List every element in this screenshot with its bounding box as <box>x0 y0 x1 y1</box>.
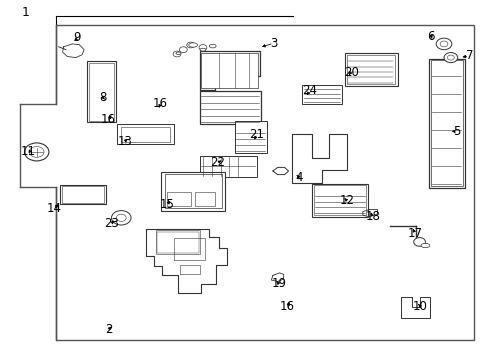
Bar <box>117 124 173 144</box>
Text: 3: 3 <box>269 37 277 50</box>
Circle shape <box>443 53 457 63</box>
Text: 5: 5 <box>452 125 460 138</box>
Circle shape <box>439 41 447 47</box>
Text: 9: 9 <box>73 31 81 44</box>
Ellipse shape <box>188 43 197 47</box>
Bar <box>302 85 342 104</box>
Text: 18: 18 <box>365 210 379 223</box>
Circle shape <box>179 47 187 53</box>
Circle shape <box>199 45 206 50</box>
Bar <box>199 91 260 124</box>
Bar <box>313 185 366 215</box>
Bar <box>346 55 394 84</box>
Bar <box>199 156 257 177</box>
Bar <box>87 61 116 122</box>
Text: 22: 22 <box>210 156 224 169</box>
Text: 16: 16 <box>101 113 116 126</box>
Bar <box>56 25 473 340</box>
Circle shape <box>435 38 451 50</box>
Bar <box>194 192 215 206</box>
Circle shape <box>29 147 44 157</box>
Text: 19: 19 <box>271 277 285 290</box>
Circle shape <box>413 238 425 246</box>
Bar <box>121 127 169 142</box>
Circle shape <box>116 214 126 221</box>
Ellipse shape <box>420 243 429 248</box>
Text: 23: 23 <box>104 217 119 230</box>
Circle shape <box>186 42 194 48</box>
Text: 10: 10 <box>412 300 427 313</box>
Text: 6: 6 <box>427 30 434 42</box>
Ellipse shape <box>176 52 181 55</box>
Bar <box>167 192 190 206</box>
Text: 7: 7 <box>465 49 472 62</box>
Bar <box>311 184 367 217</box>
Text: 21: 21 <box>249 129 264 141</box>
Text: 4: 4 <box>295 171 303 184</box>
Text: 2: 2 <box>104 323 112 336</box>
Bar <box>428 59 464 188</box>
Bar <box>61 186 104 203</box>
Bar <box>344 53 397 86</box>
Ellipse shape <box>209 44 216 48</box>
Circle shape <box>111 211 131 225</box>
Bar <box>0 104 61 187</box>
Ellipse shape <box>200 48 205 51</box>
Text: 15: 15 <box>160 198 174 211</box>
Text: 1: 1 <box>22 6 30 19</box>
Circle shape <box>24 143 49 161</box>
Bar <box>89 63 114 121</box>
Circle shape <box>173 51 181 57</box>
Text: 11: 11 <box>21 145 36 158</box>
Bar <box>430 60 462 186</box>
Text: 8: 8 <box>99 91 106 104</box>
Bar <box>234 121 266 153</box>
Bar <box>60 185 106 204</box>
Bar <box>165 174 221 208</box>
Text: 16: 16 <box>153 97 167 110</box>
Text: 14: 14 <box>46 202 61 215</box>
Circle shape <box>447 55 453 60</box>
Text: 24: 24 <box>302 84 316 97</box>
Text: 13: 13 <box>117 135 132 148</box>
Text: 12: 12 <box>339 194 354 207</box>
Bar <box>161 172 224 211</box>
Text: 16: 16 <box>280 300 294 313</box>
Bar <box>157 232 199 253</box>
Bar <box>201 53 257 88</box>
Bar <box>155 230 200 254</box>
Text: 17: 17 <box>407 227 421 240</box>
Text: 20: 20 <box>343 66 358 78</box>
